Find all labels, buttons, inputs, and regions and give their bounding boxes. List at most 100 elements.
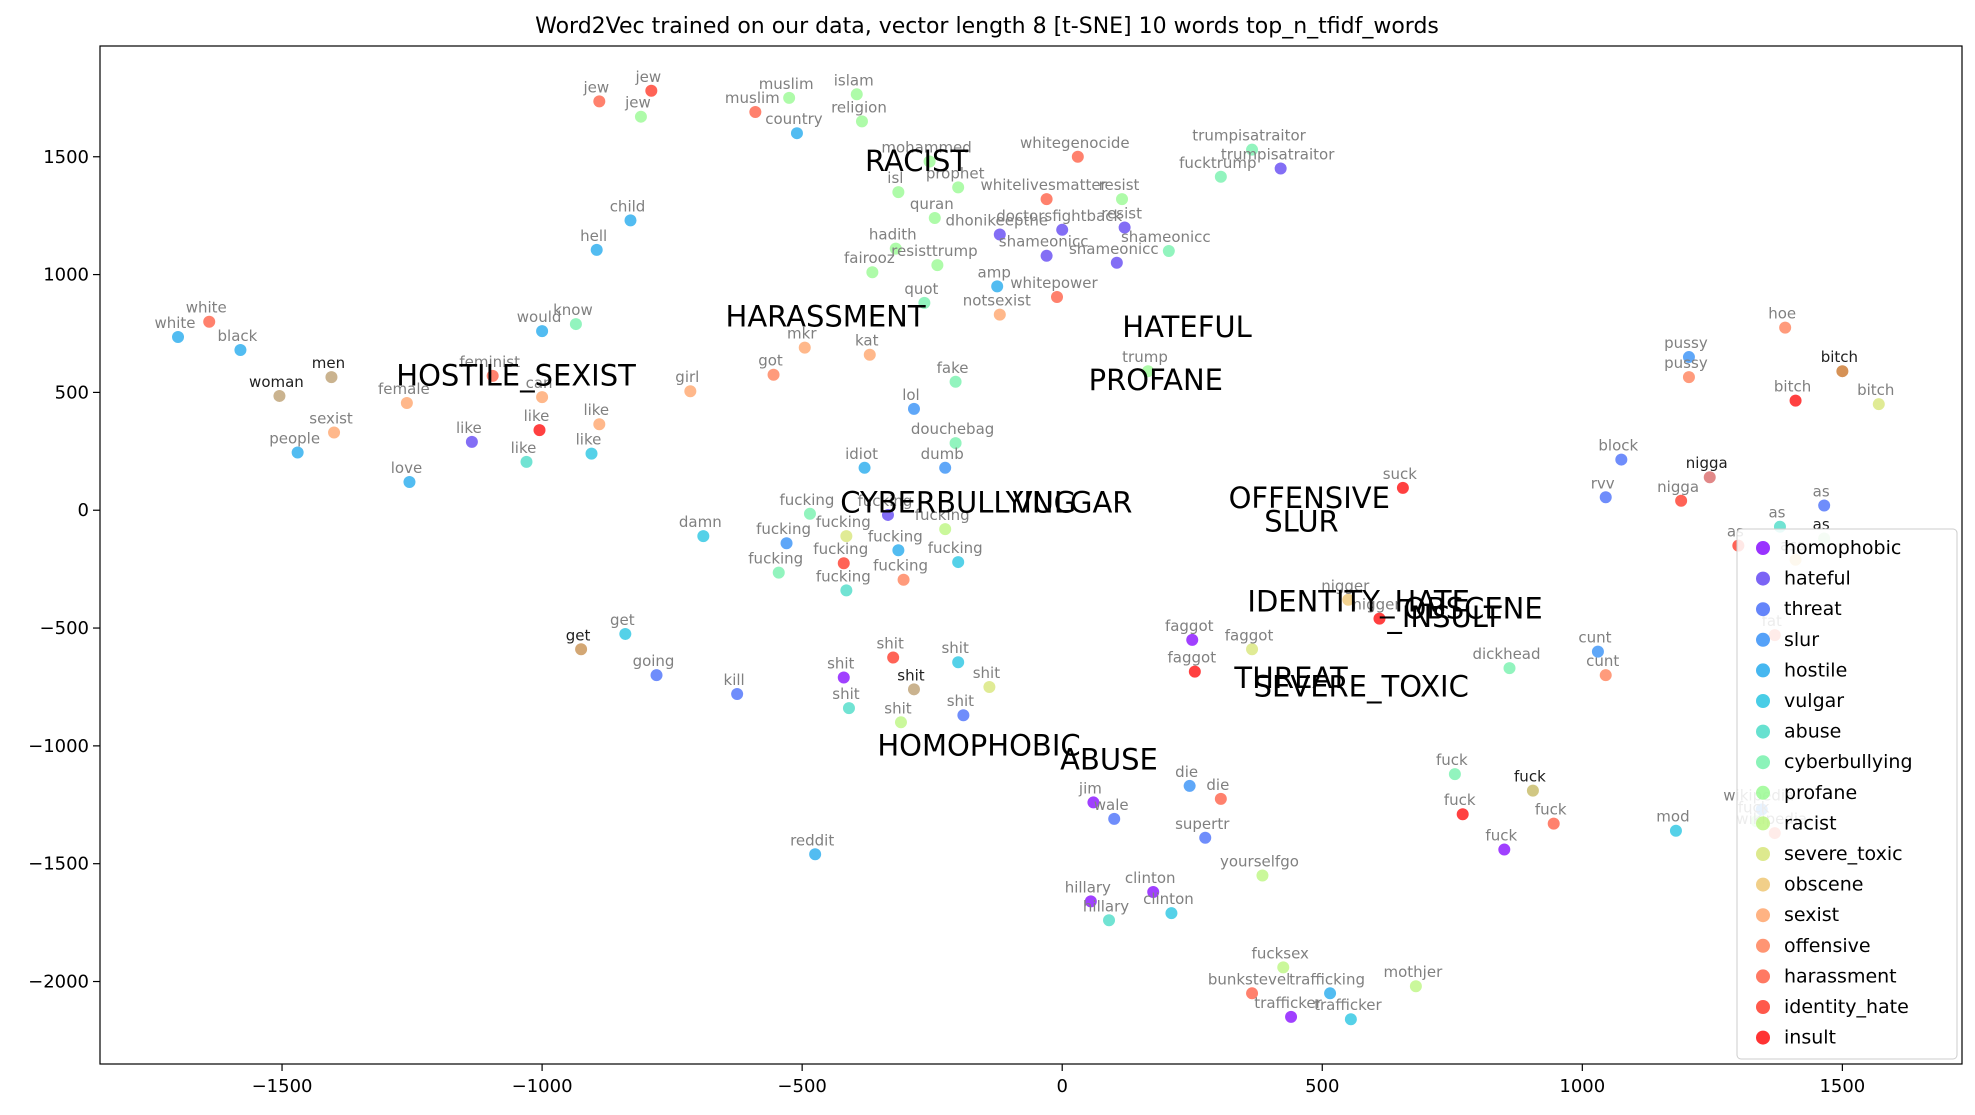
- point-label: shit: [884, 699, 911, 717]
- y-tick-label: 500: [55, 382, 89, 403]
- point-label: shameonicc: [999, 233, 1089, 251]
- point-label: whitepower: [1010, 274, 1098, 292]
- chart-title: Word2Vec trained on our data, vector len…: [535, 14, 1439, 39]
- point-label: like: [576, 431, 602, 449]
- x-tick-label: −1000: [512, 1076, 573, 1097]
- x-axis: −1500 −1000 −500 0 500 1000 1500: [252, 1064, 1865, 1097]
- point-label: jew: [634, 68, 661, 86]
- point-label: as: [1768, 504, 1785, 522]
- data-point: [1448, 768, 1461, 781]
- data-point: [840, 584, 853, 597]
- data-point: [1789, 394, 1802, 407]
- legend-entry-label: hateful: [1784, 568, 1851, 590]
- data-point: [1246, 143, 1259, 156]
- point-label: whitelivesmatter: [980, 176, 1107, 194]
- data-point: [952, 556, 965, 569]
- data-point: [1142, 365, 1155, 378]
- point-label: fucking: [779, 491, 834, 509]
- data-point: [1396, 481, 1409, 494]
- data-point: [403, 475, 416, 488]
- legend-marker: [1756, 632, 1770, 647]
- point-label: islam: [834, 71, 874, 89]
- x-tick-label: 1000: [1559, 1076, 1605, 1097]
- point-label: shit: [941, 639, 968, 657]
- point-label: female: [378, 380, 430, 398]
- legend-marker: [1756, 816, 1770, 831]
- point-label: as: [1813, 483, 1830, 501]
- point-label: damn: [679, 513, 722, 531]
- point-label: die: [1206, 776, 1229, 794]
- data-point: [1162, 245, 1175, 258]
- legend-entry-label: profane: [1784, 782, 1857, 804]
- data-point: [863, 348, 876, 361]
- category-label: HARASSMENT: [726, 299, 926, 333]
- category-label: SLUR: [1264, 504, 1339, 538]
- data-point: [1274, 162, 1287, 175]
- data-point: [855, 115, 868, 128]
- legend: homophobic hateful threat slur hostile vulgar…: [1736, 528, 1958, 1060]
- data-point: [850, 88, 863, 101]
- point-label: hoe: [1768, 305, 1796, 323]
- legend-marker: [1756, 541, 1770, 555]
- category-label: SEVERE_TOXIC: [1254, 669, 1469, 703]
- y-tick-label: −2000: [28, 972, 89, 993]
- data-point: [1615, 453, 1628, 466]
- data-point: [325, 371, 338, 384]
- point-label: resist: [1101, 204, 1142, 222]
- data-point: [1118, 221, 1131, 234]
- x-tick-label: 500: [1305, 1076, 1339, 1097]
- data-point: [1277, 961, 1290, 974]
- data-point: [1214, 170, 1227, 183]
- point-label: jew: [624, 94, 651, 112]
- data-point: [1147, 885, 1160, 898]
- point-label: nigga: [1657, 478, 1699, 496]
- data-point: [400, 397, 413, 410]
- data-point: [809, 848, 822, 861]
- point-label: muslim: [725, 89, 780, 107]
- point-label: dhonikeepthe: [945, 212, 1048, 230]
- point-label: sexist: [309, 409, 353, 427]
- legend-entry-label: abuse: [1784, 721, 1841, 743]
- point-label: kat: [855, 332, 879, 350]
- point-label: black: [218, 327, 258, 345]
- data-point: [803, 507, 816, 520]
- point-label: fuck: [1514, 768, 1546, 786]
- data-point: [1285, 1010, 1298, 1023]
- data-point: [918, 296, 931, 309]
- point-label: idiot: [845, 445, 878, 463]
- legend-entry-label: obscene: [1784, 874, 1863, 896]
- legend-entry-label: harassment: [1784, 965, 1897, 987]
- data-point: [593, 95, 606, 108]
- point-label: mkr: [787, 325, 817, 343]
- point-label: people: [269, 429, 320, 447]
- legend-entry-label: severe_toxic: [1784, 843, 1903, 865]
- data-point: [273, 389, 286, 402]
- data-point: [894, 716, 907, 729]
- point-label: men: [312, 354, 345, 372]
- point-label: going: [633, 652, 675, 670]
- data-point: [1342, 593, 1355, 606]
- point-label: fucksex: [1252, 944, 1310, 962]
- data-point: [645, 84, 658, 97]
- point-label: country: [765, 110, 822, 128]
- legend-marker: [1756, 969, 1770, 984]
- point-label: shit: [827, 655, 854, 673]
- point-label: douchebag: [911, 420, 994, 438]
- point-label: trafficker: [1314, 996, 1382, 1014]
- point-label: fucking: [868, 527, 923, 545]
- point-label: wale: [1094, 796, 1129, 814]
- data-point: [1110, 256, 1123, 269]
- legend-entry-label: vulgar: [1784, 690, 1844, 712]
- point-label: mohammed: [881, 138, 971, 156]
- point-label: fuck: [1436, 751, 1468, 769]
- data-point: [1872, 398, 1885, 411]
- data-point: [939, 523, 952, 536]
- y-tick-label: −500: [40, 618, 89, 639]
- point-label: dickhead: [1472, 645, 1540, 663]
- point-label: like: [456, 419, 482, 437]
- legend-marker: [1756, 602, 1770, 617]
- legend-marker: [1756, 1030, 1770, 1045]
- point-label: hadith: [869, 226, 917, 244]
- point-label: rvv: [1591, 474, 1615, 492]
